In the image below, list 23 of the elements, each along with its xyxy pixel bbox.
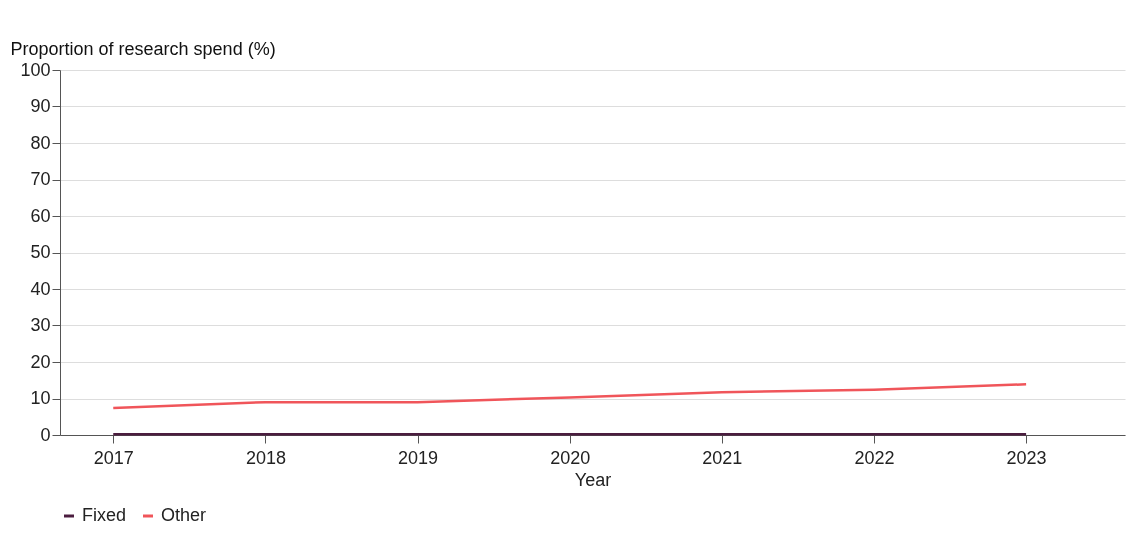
y-tick-label: 0 <box>40 424 51 445</box>
x-tick-label: 2017 <box>93 447 134 468</box>
y-tick-label: 60 <box>30 205 51 226</box>
x-tick-label: 2018 <box>245 447 286 468</box>
y-tick-label: 40 <box>30 278 51 299</box>
y-tick-label: 30 <box>30 315 51 335</box>
line-series <box>112 383 1028 410</box>
x-tick-label: 2023 <box>1006 447 1047 468</box>
x-tick-label: 2019 <box>398 447 439 468</box>
y-tick-label: 80 <box>30 132 51 153</box>
y-tick-label: 70 <box>30 169 51 189</box>
x-tick-label: 2020 <box>550 447 591 468</box>
y-tick-label: 90 <box>30 96 51 116</box>
y-tick-label: 20 <box>30 351 51 372</box>
y-tick-label: 100 <box>20 59 51 80</box>
x-tick-label: 2021 <box>702 447 743 468</box>
x-tick-label: 2022 <box>854 447 895 468</box>
y-tick-label: 50 <box>30 242 51 262</box>
legend-label: Fixed <box>82 505 127 525</box>
y-tick-label: 10 <box>30 388 51 408</box>
legend-label: Other <box>161 505 207 525</box>
y-axis-title: Proportion of research spend (%) <box>10 38 276 59</box>
x-axis-title: Year <box>574 469 612 490</box>
